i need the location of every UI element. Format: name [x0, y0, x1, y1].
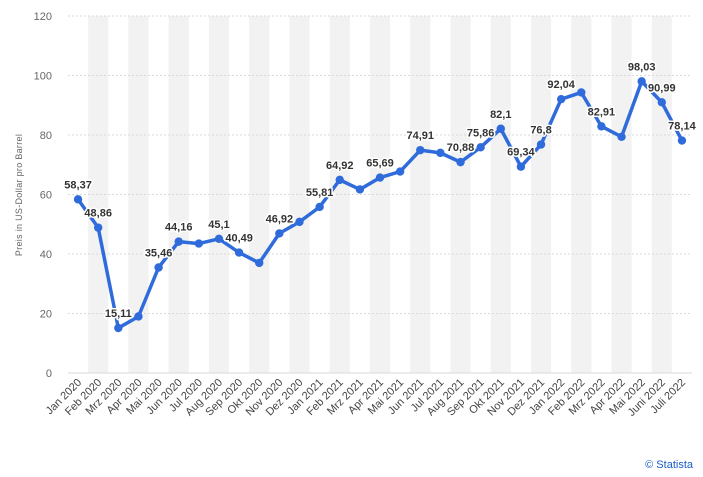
data-point[interactable] [315, 202, 324, 212]
data-point[interactable] [134, 312, 143, 321]
data-label: 69,34 [507, 147, 535, 159]
category-band [88, 16, 109, 373]
data-labels: 58,37 48,86 15,11 35,46 44,16 45,1 40,49 46,92 5… [63, 60, 698, 322]
data-point[interactable] [637, 77, 646, 86]
y-tick-label: 120 [34, 11, 52, 23]
data-point[interactable] [335, 175, 344, 185]
data-point[interactable] [456, 157, 465, 167]
data-label: 44,16 [165, 222, 193, 234]
data-label: 45,1 [208, 219, 229, 231]
data-point[interactable] [234, 248, 244, 257]
data-label: 82,1 [490, 109, 511, 121]
data-point[interactable] [174, 237, 183, 246]
category-band [249, 16, 270, 373]
data-label: 46,92 [266, 213, 294, 225]
y-tick-label: 60 [40, 190, 52, 202]
data-point[interactable] [275, 229, 284, 238]
data-label: 35,46 [145, 248, 173, 260]
statista-credit[interactable]: © Statista [645, 459, 693, 471]
data-point[interactable] [255, 258, 264, 268]
data-label: 92,04 [547, 79, 575, 91]
y-axis-title: Preis in US-Dollar pro Barrel [14, 134, 24, 256]
y-axis-ticks: 0 20 40 60 80 100 120 [34, 11, 52, 380]
data-point[interactable] [657, 98, 667, 107]
y-tick-label: 40 [40, 249, 52, 261]
data-label: 90,99 [648, 82, 676, 94]
data-label: 64,92 [326, 160, 354, 172]
category-band [208, 16, 230, 373]
data-label: 55,81 [306, 187, 334, 199]
data-point[interactable] [516, 162, 526, 171]
data-point[interactable] [395, 167, 405, 176]
y-tick-label: 80 [40, 130, 52, 142]
data-label: 82,91 [588, 106, 616, 118]
data-label: 15,11 [105, 308, 132, 320]
data-point[interactable] [677, 136, 687, 145]
data-points [73, 77, 687, 333]
data-label: 78,14 [668, 121, 696, 133]
data-point[interactable] [536, 140, 546, 149]
data-point[interactable] [73, 195, 83, 204]
category-band [168, 16, 189, 373]
y-tick-label: 0 [46, 368, 52, 380]
data-label: 74,91 [406, 130, 434, 142]
data-label: 75,86 [467, 127, 495, 139]
data-point[interactable] [355, 185, 365, 194]
category-band [128, 16, 149, 373]
category-band [329, 16, 350, 373]
data-point[interactable] [154, 263, 163, 272]
category-band [289, 16, 310, 373]
data-point[interactable] [436, 148, 445, 158]
y-tick-label: 20 [40, 309, 52, 321]
data-point[interactable] [416, 145, 425, 155]
data-label: 76,8 [530, 125, 551, 137]
data-point[interactable] [93, 223, 103, 232]
data-point[interactable] [597, 122, 606, 131]
data-point[interactable] [375, 173, 385, 182]
data-point[interactable] [577, 88, 586, 97]
gridlines [68, 15, 692, 374]
data-label: 40,49 [225, 233, 253, 245]
data-point[interactable] [496, 124, 505, 133]
data-label: 65,69 [366, 158, 394, 170]
data-point[interactable] [556, 94, 566, 104]
data-point[interactable] [295, 217, 304, 227]
data-point[interactable] [476, 143, 485, 152]
data-point[interactable] [194, 239, 204, 248]
data-label: 98,03 [628, 61, 656, 73]
data-label: 70,88 [447, 142, 475, 154]
data-point[interactable] [617, 132, 626, 141]
y-tick-label: 100 [34, 71, 52, 83]
data-label: 58,37 [64, 179, 92, 191]
data-label: 48,86 [84, 208, 112, 220]
data-point[interactable] [214, 234, 224, 244]
data-point[interactable] [114, 323, 123, 333]
